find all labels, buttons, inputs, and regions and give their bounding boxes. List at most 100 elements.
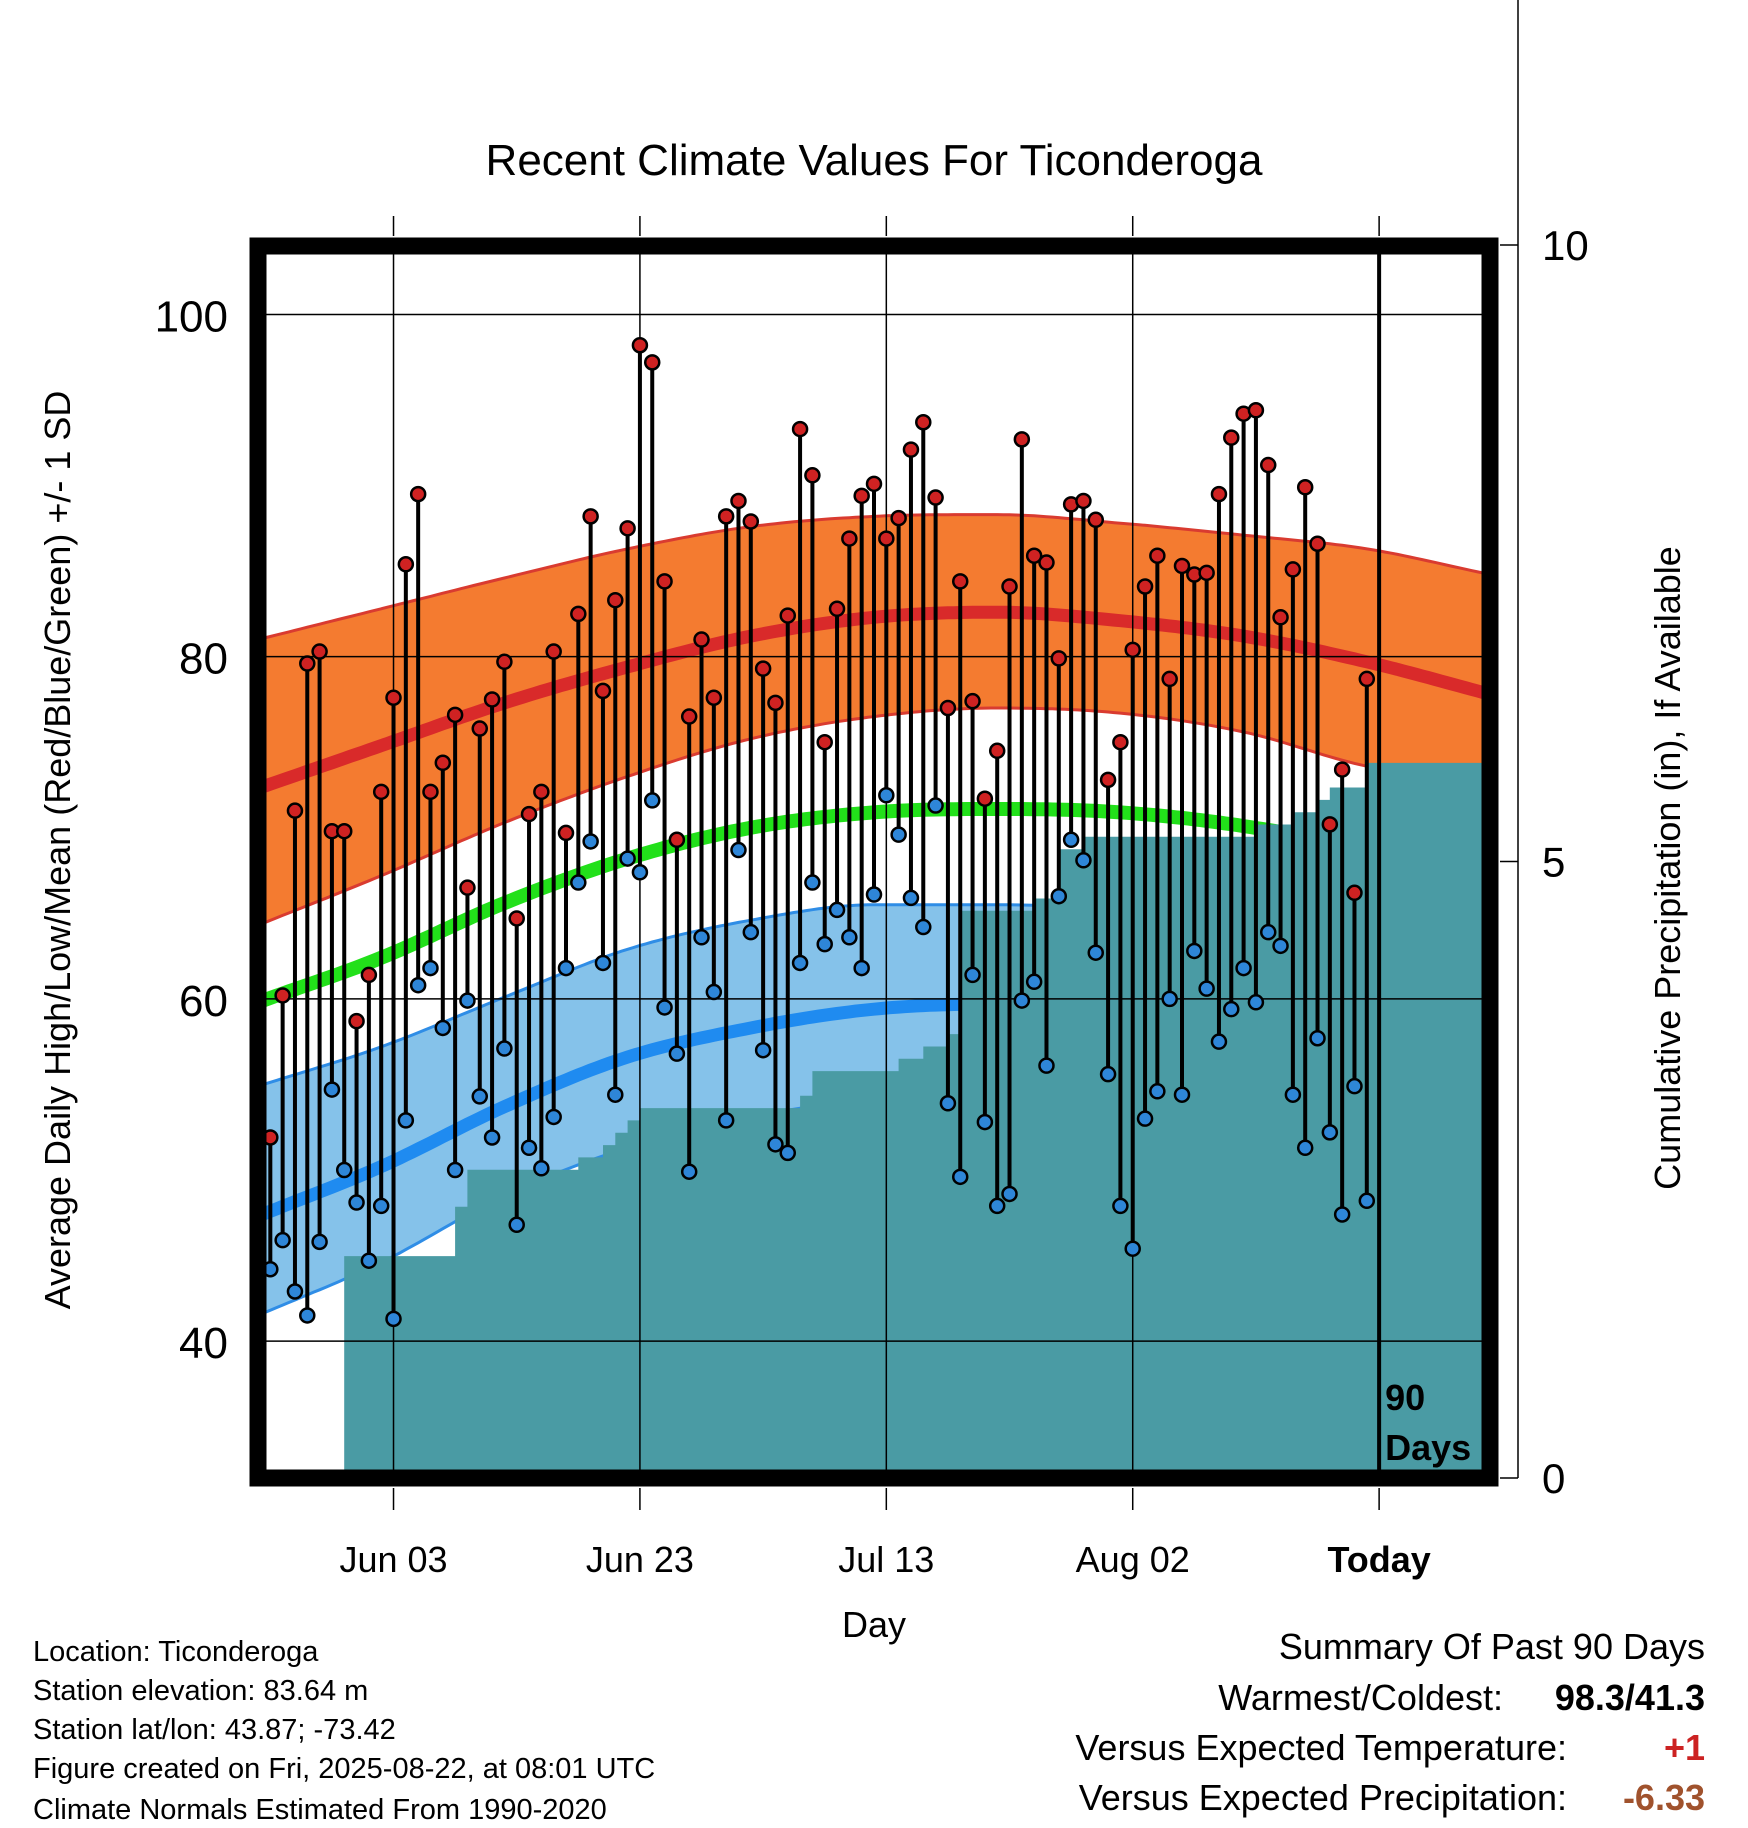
- daily-low-dot: [1235, 959, 1252, 977]
- daily-high-dot: [409, 485, 427, 503]
- daily-low-dot: [1013, 992, 1031, 1009]
- today-marker-label: Days: [1385, 1427, 1471, 1468]
- y-tick-label: 80: [179, 635, 228, 684]
- daily-low-dot: [939, 1095, 957, 1112]
- plot-inner: 90 Days: [258, 246, 1490, 1478]
- daily-high-dot: [656, 573, 673, 590]
- daily-high-dot: [1223, 429, 1240, 446]
- daily-high-dot: [286, 802, 304, 819]
- x-tick-label: Jul 13: [838, 1539, 934, 1580]
- daily-low-dot: [619, 850, 636, 867]
- daily-low-dot: [964, 966, 981, 984]
- daily-high-dot: [1136, 578, 1154, 595]
- info-created: Figure created on Fri, 2025-08-22, at 08…: [33, 1753, 656, 1785]
- daily-high-dot: [360, 966, 378, 984]
- daily-low-dot: [1272, 937, 1289, 955]
- daily-low-dot: [1075, 852, 1092, 869]
- daily-low-dot: [434, 1019, 452, 1037]
- daily-low-dot: [1149, 1083, 1166, 1100]
- x-tick-label: Today: [1327, 1539, 1430, 1580]
- info-normals: Climate Normals Estimated From 1990-2020: [33, 1794, 607, 1826]
- daily-high-dot: [1247, 402, 1265, 419]
- daily-low-dot: [730, 841, 747, 859]
- daily-high-dot: [607, 591, 624, 609]
- daily-high-dot: [1087, 511, 1105, 529]
- daily-high-dot: [767, 694, 784, 712]
- daily-low-dot: [1087, 944, 1105, 961]
- daily-high-dot: [1050, 650, 1068, 667]
- daily-high-dot: [865, 475, 883, 493]
- daily-high-dot: [1173, 557, 1191, 575]
- daily-low-dot: [779, 1144, 797, 1162]
- daily-high-dot: [1112, 733, 1129, 751]
- daily-low-dot: [927, 797, 944, 814]
- daily-high-dot: [816, 733, 833, 751]
- daily-high-dot: [348, 1012, 365, 1030]
- daily-high-dot: [483, 691, 501, 708]
- daily-high-dot: [668, 831, 686, 849]
- daily-high-dot: [717, 508, 735, 525]
- daily-low-dot: [594, 954, 612, 972]
- daily-low-dot: [988, 1197, 1006, 1215]
- daily-low-dot: [668, 1045, 686, 1062]
- daily-low-dot: [1284, 1086, 1302, 1103]
- daily-low-dot: [1099, 1065, 1117, 1083]
- daily-high-dot: [594, 682, 612, 700]
- daily-high-dot: [299, 655, 316, 672]
- y-tick-label: 100: [155, 292, 228, 341]
- daily-low-dot: [422, 959, 439, 977]
- daily-high-dot: [434, 754, 452, 772]
- info-latlon: Station lat/lon: 43.87; -73.42: [33, 1714, 396, 1746]
- daily-low-dot: [286, 1283, 304, 1300]
- daily-high-dot: [878, 530, 895, 547]
- daily-high-dot: [1013, 431, 1031, 448]
- daily-low-dot: [385, 1310, 402, 1328]
- daily-high-dot: [1161, 670, 1178, 688]
- daily-low-dot: [520, 1139, 538, 1157]
- daily-low-dot: [951, 1168, 969, 1186]
- daily-high-dot: [335, 822, 353, 840]
- daily-low-dot: [1247, 994, 1265, 1011]
- daily-low-dot: [631, 864, 649, 881]
- daily-high-dot: [939, 699, 957, 717]
- daily-high-dot: [1210, 485, 1228, 503]
- summary-warm-cold-label: Warmest/Coldest:: [1218, 1677, 1503, 1718]
- daily-low-dot: [915, 918, 932, 936]
- daily-low-dot: [582, 833, 599, 850]
- daily-high-dot: [804, 467, 821, 484]
- daily-low-dot: [742, 923, 760, 941]
- daily-low-dot: [299, 1307, 316, 1324]
- daily-high-dot: [964, 692, 981, 710]
- y-tick-label: 40: [179, 1319, 228, 1368]
- daily-high-dot: [1198, 564, 1215, 582]
- daily-low-dot: [754, 1041, 772, 1059]
- daily-high-dot: [693, 631, 710, 648]
- daily-high-dot: [976, 790, 994, 807]
- daily-high-dot: [927, 489, 944, 506]
- summary-temp-value: +1: [1663, 1727, 1705, 1768]
- daily-low-dot: [816, 935, 833, 953]
- daily-low-dot: [705, 983, 723, 1001]
- daily-high-dot: [496, 653, 513, 671]
- daily-high-dot: [372, 783, 390, 801]
- daily-high-dot: [902, 441, 920, 458]
- daily-low-dot: [607, 1086, 624, 1103]
- daily-high-dot: [988, 742, 1006, 760]
- daily-high-dot: [1038, 554, 1055, 571]
- daily-high-dot: [385, 689, 402, 706]
- daily-high-dot: [570, 605, 587, 623]
- daily-low-dot: [902, 889, 920, 907]
- daily-low-dot: [335, 1161, 353, 1179]
- x-tick-label: Jun 23: [586, 1539, 694, 1580]
- daily-high-dot: [459, 879, 476, 896]
- info-location: Location: Ticonderoga: [33, 1636, 319, 1668]
- daily-low-dot: [1259, 923, 1277, 941]
- daily-low-dot: [446, 1161, 464, 1179]
- plot-frame: [249, 237, 1499, 1487]
- summary-precip-label: Versus Expected Precipitation:: [1078, 1777, 1567, 1818]
- daily-high-dot: [545, 643, 562, 660]
- daily-low-dot: [1186, 942, 1203, 960]
- y-tick-label: 60: [179, 977, 228, 1026]
